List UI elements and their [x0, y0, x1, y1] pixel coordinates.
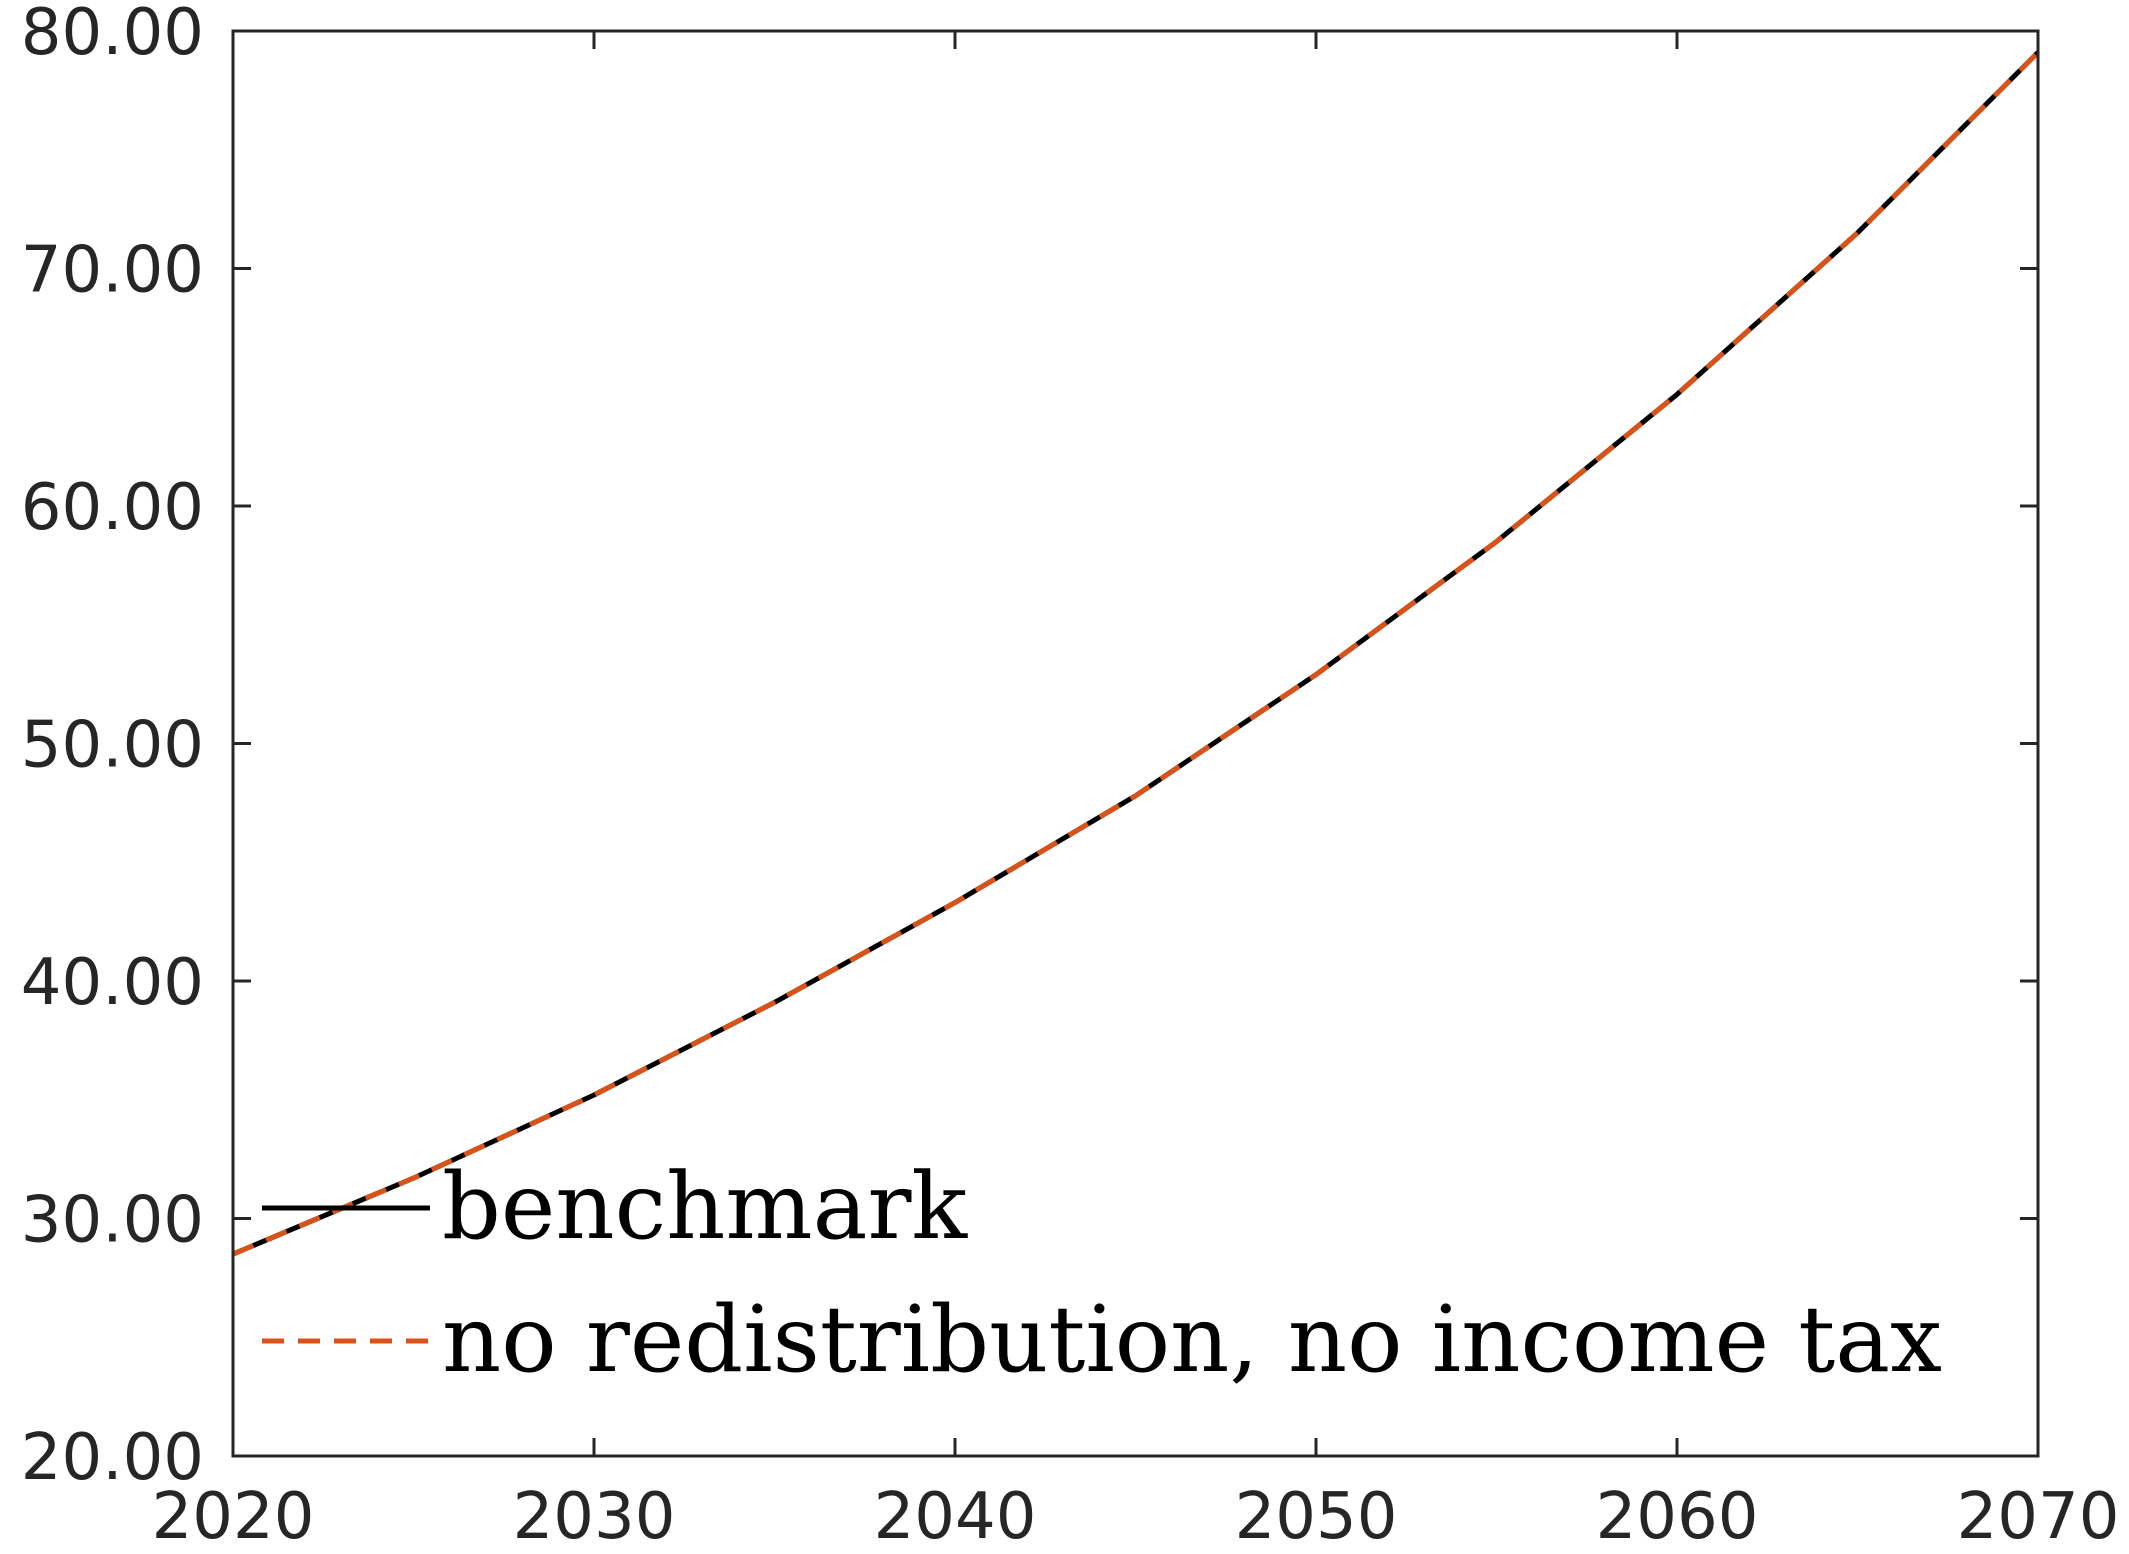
x-tick-label: 2070: [1957, 1480, 2120, 1554]
y-tick-label: 80.00: [21, 0, 204, 70]
legend-label-0: benchmark: [442, 1153, 968, 1260]
series-line-1: [232, 50, 2040, 1257]
y-tick-label: 70.00: [21, 234, 204, 308]
series-lines: [232, 50, 2040, 1257]
y-tick-label: 60.00: [21, 471, 204, 545]
x-tick-label: 2050: [1235, 1480, 1398, 1554]
tick-labels: 2020 2030 2040 2050 2060 2070 20.00 30.00 40.00 5…: [21, 0, 2120, 1554]
legend: benchmark no redistribution, no income ta…: [262, 1153, 1942, 1393]
plot-background: [233, 31, 2038, 1456]
x-tick-label: 2040: [874, 1480, 1037, 1554]
plot-frame: [231, 29, 2040, 1458]
x-tick-label: 2030: [513, 1480, 676, 1554]
y-tick-label: 30.00: [21, 1184, 204, 1258]
x-tick-label: 2060: [1596, 1480, 1759, 1554]
x-tick-label: 2020: [152, 1480, 315, 1554]
y-tick-label: 50.00: [21, 709, 204, 783]
y-tick-label: 40.00: [21, 946, 204, 1020]
legend-label-1: no redistribution, no income tax: [442, 1286, 1942, 1393]
y-tick-label: 20.00: [21, 1421, 204, 1495]
